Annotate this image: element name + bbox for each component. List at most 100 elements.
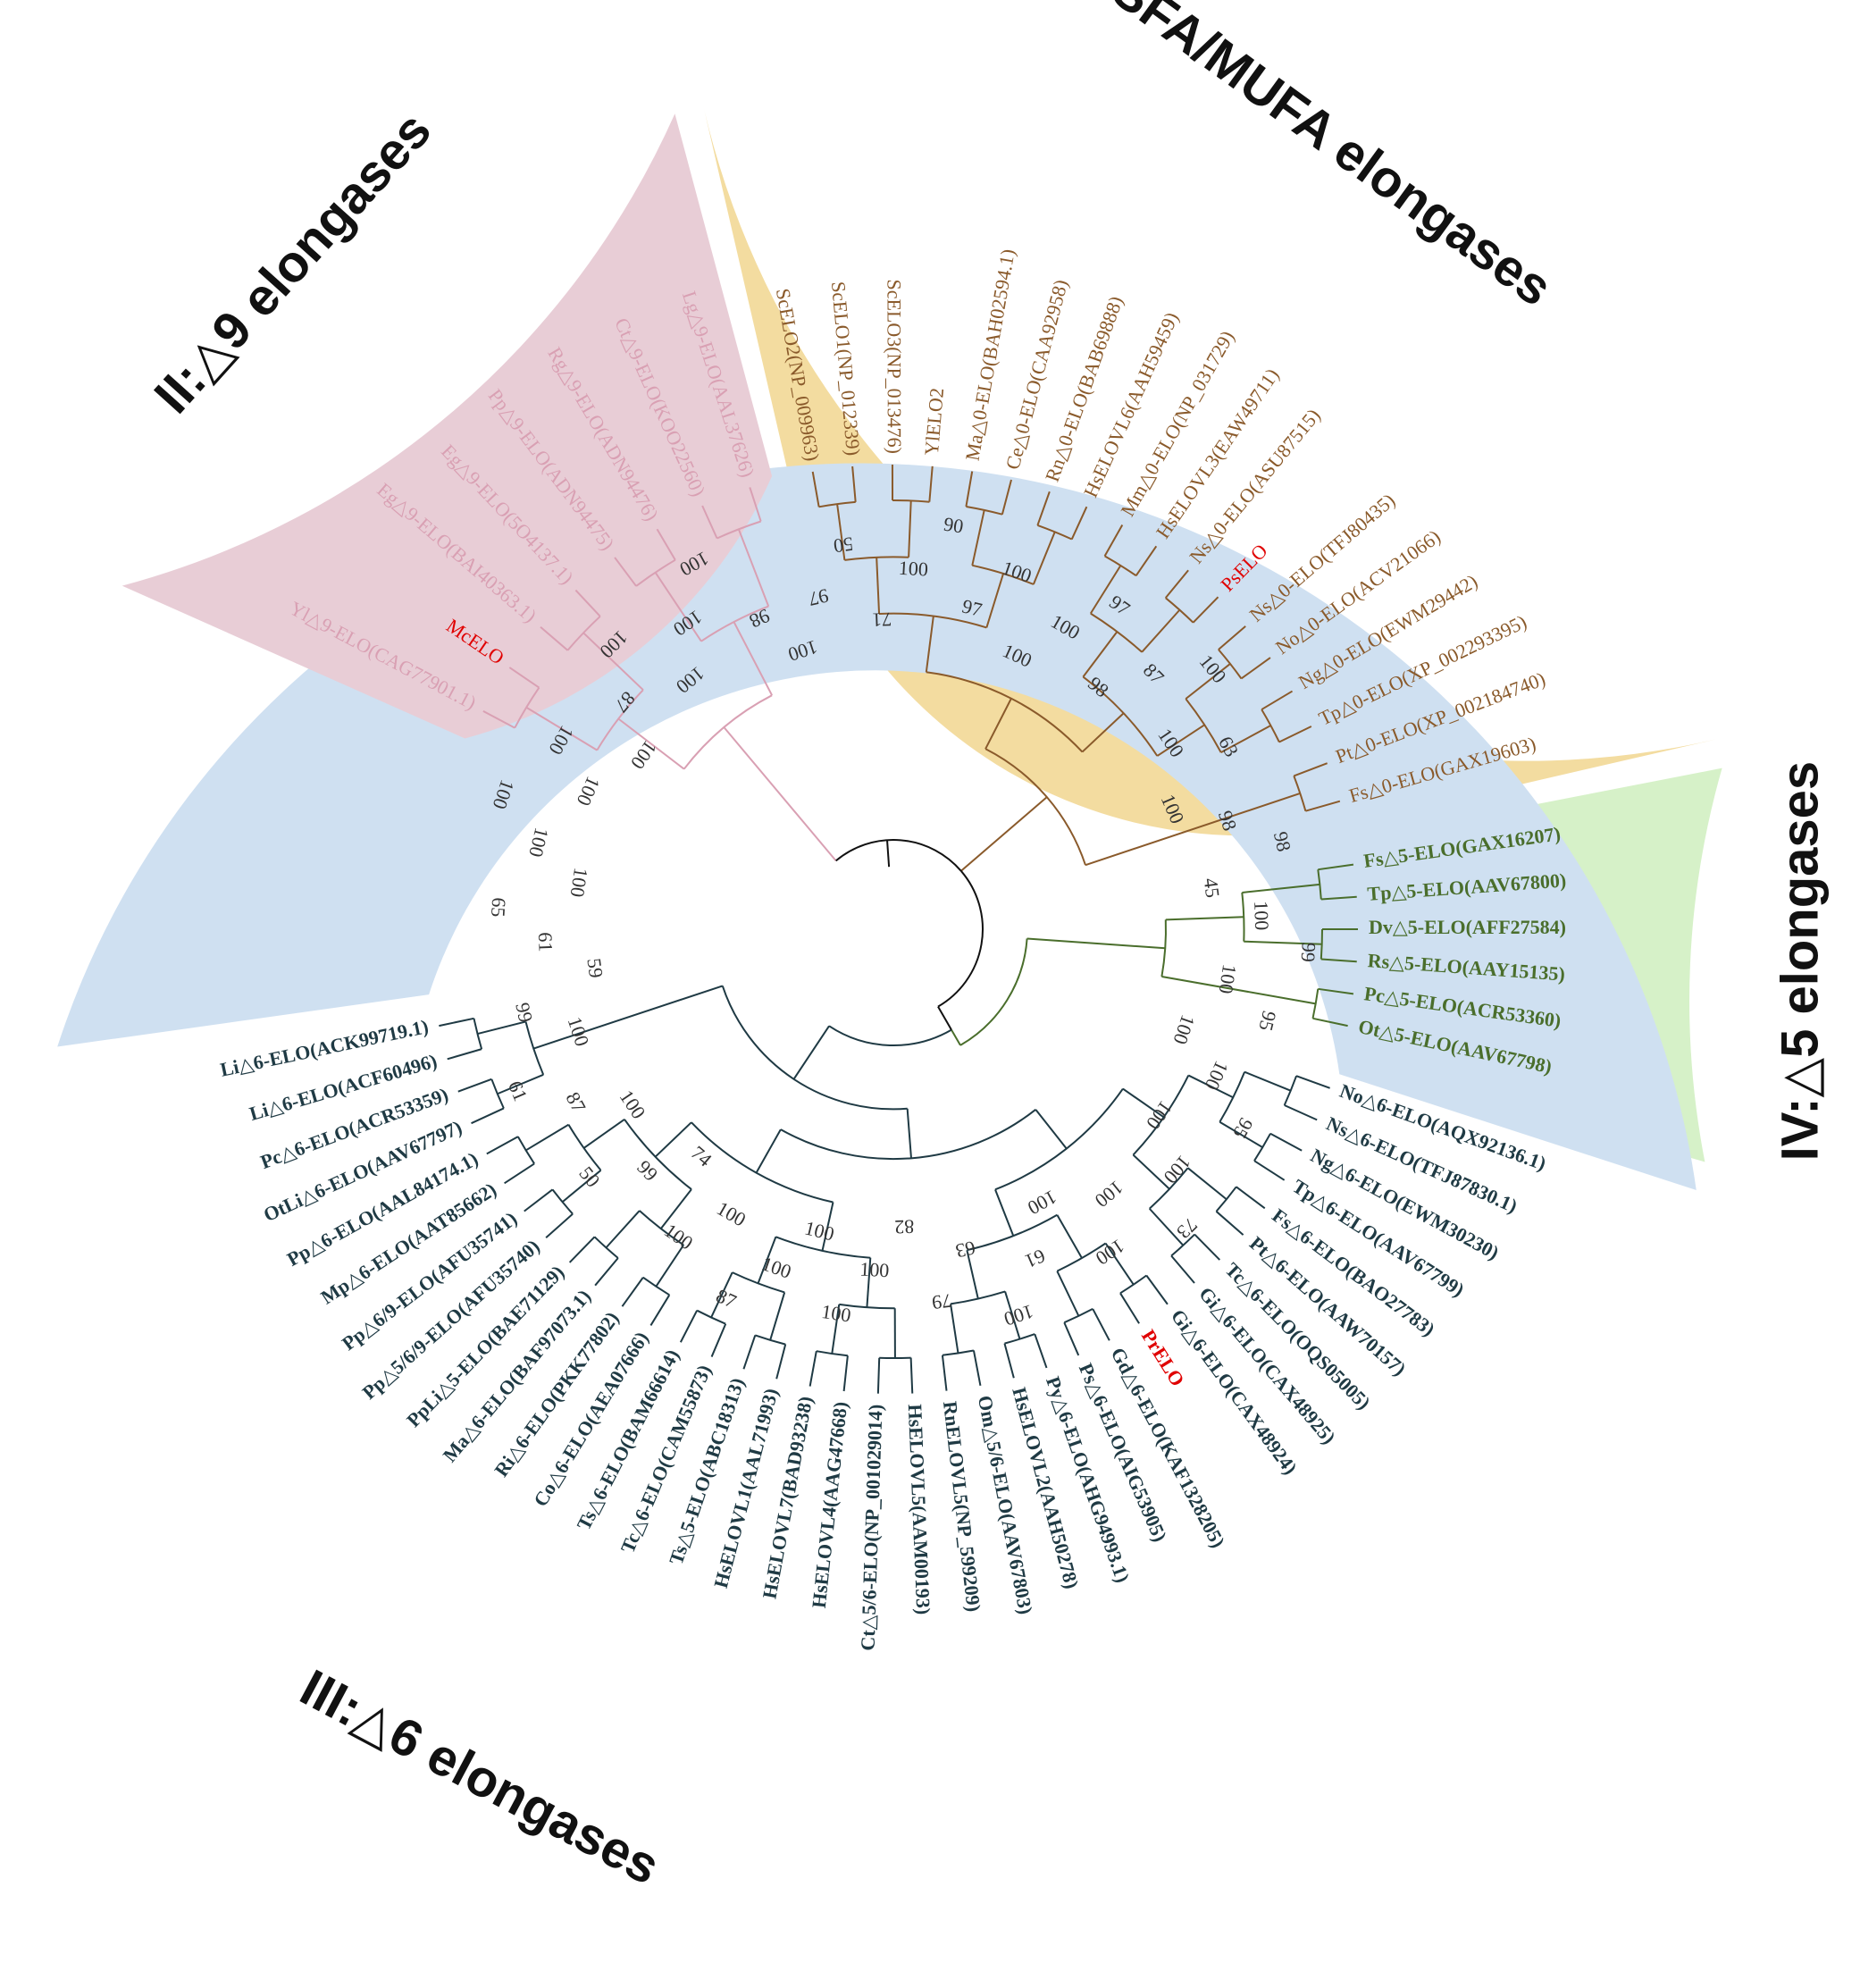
branch: [906, 1108, 912, 1159]
branch: [701, 505, 718, 539]
branch: [1156, 724, 1205, 757]
branch: [984, 698, 1012, 750]
branch: [1056, 1214, 1083, 1259]
branch: [985, 573, 1005, 628]
branch: [1089, 565, 1122, 615]
branch: [1242, 883, 1320, 893]
leaf-label: Ct△5/6-ELO(NP_001029014): [856, 1404, 886, 1651]
branch: [1035, 1109, 1068, 1150]
branch: [1312, 1017, 1348, 1028]
bootstrap-value: 61: [1022, 1245, 1049, 1273]
leaf-label: YlELO2: [920, 387, 948, 457]
leaf-label: RnELOVL5(NP_599209): [939, 1400, 985, 1613]
branch: [1320, 958, 1357, 963]
branch: [568, 1236, 596, 1263]
branch: [1164, 569, 1189, 599]
branch: [1135, 545, 1158, 576]
branch: [733, 621, 773, 696]
branch: [1063, 1321, 1080, 1356]
bootstrap-value: 99: [1297, 942, 1320, 962]
branch: [482, 709, 515, 729]
branch: [1284, 1104, 1318, 1121]
branch: [775, 1344, 787, 1380]
branch: [439, 1017, 474, 1028]
branch-arc: [593, 1236, 619, 1259]
branch: [1220, 725, 1271, 754]
branch: [1318, 863, 1354, 871]
leaf-label: ScELO3(NP_013476): [883, 279, 905, 454]
bootstrap-value: 65: [487, 897, 510, 918]
bootstrap-value: 100: [626, 736, 661, 773]
bootstrap-value: 100: [1160, 1151, 1195, 1187]
branch: [1244, 940, 1322, 945]
branch: [842, 1355, 849, 1392]
clade-bands: [57, 106, 1722, 1191]
branch-arc: [635, 558, 676, 587]
clade-title-II: II:△9 elongases: [143, 101, 442, 424]
branch: [525, 706, 598, 751]
branch: [582, 632, 644, 691]
branch: [659, 1188, 692, 1229]
bootstrap-value: 82: [894, 1215, 915, 1238]
clade-title-I: I:SFA/MUFA elongases: [1076, 0, 1563, 317]
branch: [1194, 1233, 1221, 1261]
branch: [966, 1250, 979, 1299]
bootstrap-value: 100: [759, 1252, 794, 1282]
branch-arc: [732, 1271, 785, 1294]
bootstrap-value: 100: [1091, 1176, 1127, 1212]
branch: [545, 1212, 574, 1238]
bootstrap-value: 95: [1228, 1114, 1258, 1142]
branch: [656, 528, 676, 561]
branch: [447, 1048, 482, 1061]
branch-arc: [892, 499, 930, 503]
branch: [876, 1357, 881, 1394]
branch: [737, 528, 770, 607]
bootstrap-value: 63: [953, 1237, 977, 1262]
branch-arc: [1037, 524, 1073, 541]
branch: [1269, 1132, 1303, 1152]
branch: [876, 557, 881, 615]
branch: [1161, 975, 1316, 1005]
branch-arc: [524, 1021, 545, 1076]
bootstrap-value: 100: [820, 1300, 852, 1327]
branch: [1148, 1208, 1185, 1246]
branch-arc: [1082, 675, 1159, 757]
branch: [477, 1020, 526, 1036]
branch: [1219, 1120, 1263, 1148]
bootstrap-value: 100: [1092, 1235, 1128, 1270]
branch-arc: [516, 1136, 535, 1164]
tree-branches: [439, 464, 1358, 1394]
branch: [1185, 663, 1231, 700]
bootstrap-value: 100: [1215, 963, 1242, 995]
branch-arc: [683, 694, 773, 770]
bootstrap-value: 100: [1001, 1300, 1036, 1330]
branch-arc: [937, 870, 984, 1008]
branch: [925, 616, 934, 673]
branch: [1056, 1271, 1080, 1317]
branch: [655, 1244, 685, 1288]
branch: [1187, 1074, 1234, 1099]
bootstrap-value: 100: [1250, 901, 1273, 931]
branch: [1081, 712, 1125, 753]
bootstrap-value: 100: [524, 826, 553, 860]
bootstrap-value: 100: [1201, 1058, 1233, 1094]
branch: [742, 1335, 757, 1370]
branch-arc: [473, 1018, 483, 1050]
bootstrap-value: 71: [872, 608, 892, 632]
branch: [937, 1006, 952, 1031]
branch: [1318, 987, 1354, 995]
clade-title-IV: IV:△5 elongases: [1772, 761, 1830, 1162]
branch: [951, 1029, 961, 1046]
branch: [1236, 1186, 1266, 1210]
branch-arc: [551, 1188, 574, 1215]
bootstrap-value: 100: [616, 1086, 650, 1122]
branch-arc: [878, 612, 987, 629]
branch: [471, 1107, 505, 1125]
bootstrap-value: 100: [573, 773, 605, 809]
branch: [1070, 506, 1088, 540]
branch: [1141, 608, 1181, 653]
leaf-label: HsELOVL5(AAM00193): [904, 1404, 935, 1615]
branch: [749, 487, 762, 522]
branch: [1032, 531, 1056, 585]
clade-title-III: III:△6 elongases: [291, 1658, 669, 1896]
